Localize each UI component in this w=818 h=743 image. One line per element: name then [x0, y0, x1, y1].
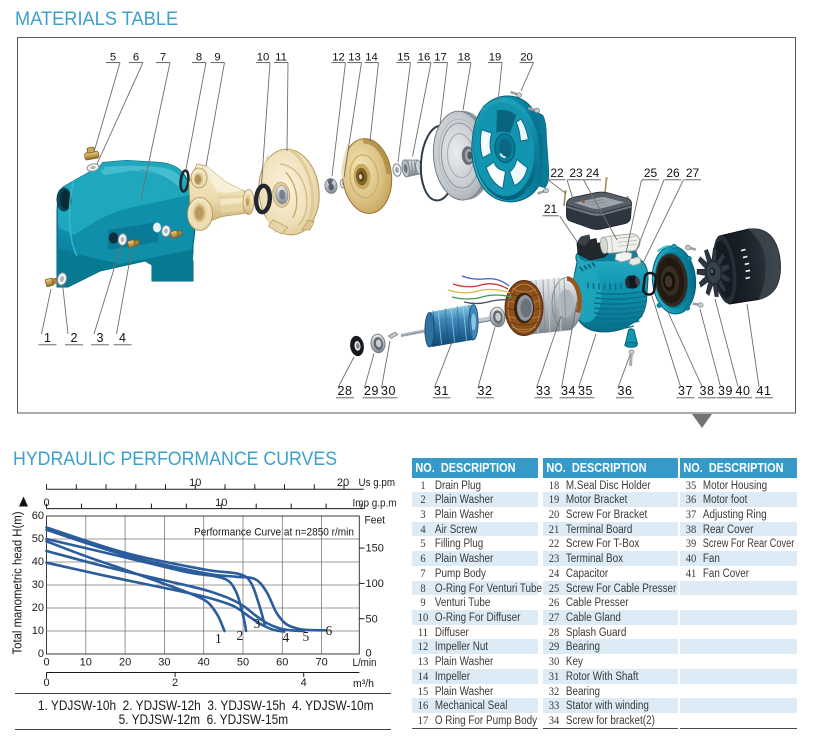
svg-text:15: 15: [397, 52, 410, 64]
svg-text:4: 4: [301, 677, 307, 689]
svg-text:32: 32: [478, 384, 493, 398]
svg-text:0: 0: [366, 648, 372, 660]
svg-text:Performance Curve at n=2850 r/: Performance Curve at n=2850 r/min: [194, 527, 354, 539]
svg-text:34: 34: [561, 384, 576, 398]
svg-text:28: 28: [338, 384, 353, 398]
svg-text:0: 0: [43, 677, 49, 689]
svg-text:30: 30: [32, 579, 44, 591]
svg-text:12: 12: [332, 52, 345, 64]
svg-text:22: 22: [550, 166, 564, 180]
svg-text:2: 2: [237, 628, 244, 643]
svg-text:L/min: L/min: [353, 657, 377, 669]
svg-text:Us g.pm: Us g.pm: [359, 477, 396, 489]
svg-text:60: 60: [32, 510, 44, 522]
svg-text:9: 9: [214, 52, 220, 64]
svg-text:Feet: Feet: [365, 515, 386, 527]
svg-text:36: 36: [618, 384, 633, 398]
svg-text:4: 4: [119, 331, 126, 345]
svg-text:1: 1: [215, 631, 222, 646]
svg-text:11: 11: [275, 52, 287, 64]
svg-text:19: 19: [489, 52, 502, 64]
svg-text:39: 39: [718, 384, 733, 398]
svg-text:35: 35: [578, 384, 593, 398]
svg-text:41: 41: [757, 384, 772, 398]
svg-text:150: 150: [366, 543, 384, 555]
svg-text:50: 50: [366, 613, 378, 625]
svg-text:0: 0: [43, 497, 49, 509]
svg-text:0: 0: [38, 648, 44, 660]
svg-text:6: 6: [133, 52, 139, 64]
svg-text:40: 40: [32, 556, 44, 568]
svg-text:70: 70: [315, 657, 327, 669]
svg-text:40: 40: [736, 384, 751, 398]
svg-text:5: 5: [303, 629, 310, 644]
svg-text:8: 8: [196, 52, 202, 64]
svg-text:0: 0: [43, 657, 49, 669]
svg-text:10: 10: [189, 477, 201, 489]
svg-text:50: 50: [237, 657, 249, 669]
svg-text:1: 1: [44, 331, 51, 345]
svg-text:10: 10: [257, 52, 270, 64]
svg-text:38: 38: [700, 384, 715, 398]
svg-text:7: 7: [160, 52, 166, 64]
svg-text:10: 10: [80, 657, 92, 669]
svg-text:27: 27: [686, 166, 700, 180]
svg-text:17: 17: [434, 52, 447, 64]
svg-text:30: 30: [381, 384, 396, 398]
svg-text:60: 60: [276, 657, 288, 669]
svg-text:25: 25: [644, 166, 658, 180]
svg-text:20: 20: [32, 602, 44, 614]
svg-text:26: 26: [666, 166, 680, 180]
svg-text:33: 33: [536, 384, 551, 398]
svg-text:100: 100: [366, 578, 384, 590]
svg-text:24: 24: [586, 166, 600, 180]
svg-text:4: 4: [283, 630, 290, 645]
svg-text:40: 40: [198, 657, 210, 669]
svg-text:6: 6: [326, 623, 333, 638]
svg-text:2: 2: [71, 331, 78, 345]
svg-text:20: 20: [337, 477, 349, 489]
svg-text:16: 16: [418, 52, 431, 64]
svg-text:21: 21: [544, 202, 558, 216]
svg-text:30: 30: [158, 657, 170, 669]
svg-text:3: 3: [254, 616, 261, 631]
svg-text:23: 23: [569, 166, 583, 180]
svg-text:Total manometric head H(m): Total manometric head H(m): [11, 512, 25, 655]
svg-text:20: 20: [520, 52, 533, 64]
svg-text:50: 50: [32, 533, 44, 545]
svg-text:3: 3: [97, 331, 104, 345]
svg-text:20: 20: [119, 657, 131, 669]
svg-text:2: 2: [172, 677, 178, 689]
svg-text:29: 29: [364, 384, 379, 398]
svg-text:m³/h: m³/h: [353, 678, 374, 690]
svg-text:14: 14: [365, 52, 378, 64]
svg-text:31: 31: [434, 384, 449, 398]
svg-text:5: 5: [110, 52, 116, 64]
svg-text:37: 37: [678, 384, 693, 398]
svg-text:10: 10: [32, 625, 44, 637]
svg-text:13: 13: [348, 52, 361, 64]
svg-text:18: 18: [458, 52, 471, 64]
svg-text:Imp g.p.m: Imp g.p.m: [353, 498, 397, 510]
svg-text:10: 10: [215, 497, 227, 509]
